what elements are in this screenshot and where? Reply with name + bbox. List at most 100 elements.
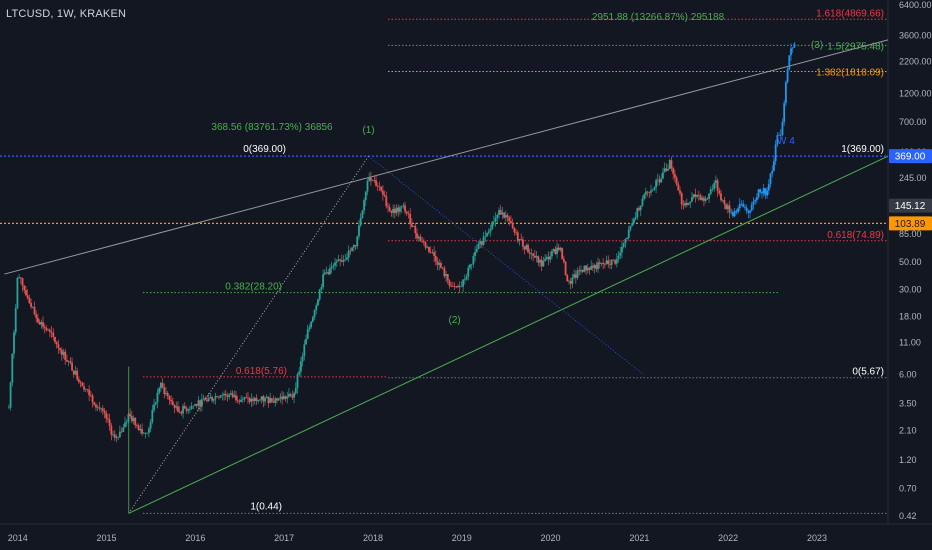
candle-body [212,398,215,401]
candle-body [453,286,456,287]
candle-body [284,396,287,399]
candle-body [764,188,767,196]
candle-body [141,428,143,434]
candle-body [262,396,265,402]
candle-body [329,268,331,275]
candle-body [166,392,169,396]
candle-body [747,210,750,213]
candle-body [91,395,94,403]
fib-label-1-369: 1(369.00) [841,144,884,155]
candle-body [366,180,369,192]
candle-body [291,395,294,398]
candle-body [656,179,659,181]
candle-body [445,274,447,277]
candle-body [279,396,282,399]
measure-label-wave3: 2951.88 (13266.87%) 295188 [592,12,725,23]
candle-body [313,310,316,318]
candle-body [405,211,408,214]
candle-body [482,236,485,245]
candle-body [113,434,116,438]
candle-body [691,197,693,202]
candle-body [40,322,43,325]
candle-body [161,382,164,388]
candle-body [566,275,569,282]
candle-body [721,200,724,201]
candle-body [621,246,623,253]
candle-body [781,121,784,136]
candle-body [26,295,29,299]
candle-body [204,398,207,400]
candle-body [679,190,681,194]
candle-body [588,267,591,270]
price-tick-label: 6400.00 [899,0,932,10]
candle-body [697,194,700,196]
candle-body [641,198,644,206]
candle-body [421,241,424,242]
candle-body [395,207,398,214]
candle-body [626,237,628,240]
candle-body [414,225,417,234]
fib-label-0-369: 0(369.00) [243,144,286,155]
candle-body [356,236,359,247]
candle-body [696,194,698,197]
candle-body [219,395,222,398]
candle-body [523,246,526,250]
candle-body [597,262,599,270]
candle-body [463,279,466,281]
candle-body [358,225,360,237]
candle-body [667,169,669,171]
candle-body [349,250,352,252]
candle-body [547,256,550,260]
price-axis-panel [888,0,932,550]
candle-body [93,402,96,405]
candle-body [769,173,772,185]
candle-body [64,351,67,361]
candle-body [9,382,12,408]
time-tick-label: 2017 [274,533,294,543]
price-tag-label: 145.12 [895,201,926,212]
candle-body [732,212,734,217]
candle-body [518,239,521,241]
candle-body [694,194,697,197]
candle-body [66,360,68,362]
candle-body [438,262,441,265]
fib-label-1618: 1.618(4869.66) [816,8,884,19]
candle-body [310,321,313,328]
candle-body [55,342,58,345]
candle-body [296,374,299,389]
candle-body [668,160,671,170]
candle-body [226,395,229,397]
candle-body [776,135,779,145]
candle-body [323,272,326,275]
candle-body [216,396,219,397]
candle-body [412,225,415,227]
candle-body [455,286,458,288]
candle-body [101,408,104,411]
candle-body [568,280,570,282]
candle-body [347,250,350,258]
candle-body [373,179,376,181]
candle-body [699,195,702,200]
candle-body [364,191,367,201]
candle-body [223,394,225,396]
candle-body [69,361,72,363]
candle-body [195,404,198,406]
candle-body [108,419,111,426]
candle-body [151,410,154,422]
price-tick-label: 245.00 [899,173,927,183]
candle-body [443,268,446,277]
candle-body [643,194,646,199]
price-tick-label: 1.20 [899,455,917,465]
time-tick-label: 2020 [541,533,561,543]
candle-body [708,193,710,199]
price-tick-label: 2200.00 [899,56,932,66]
candle-body [183,406,186,409]
candle-body [178,411,181,413]
candle-body [549,256,552,260]
candle-body [371,179,374,181]
candle-body [714,180,717,184]
candle-body [134,417,137,426]
candle-body [658,179,661,183]
candle-body [375,180,377,186]
